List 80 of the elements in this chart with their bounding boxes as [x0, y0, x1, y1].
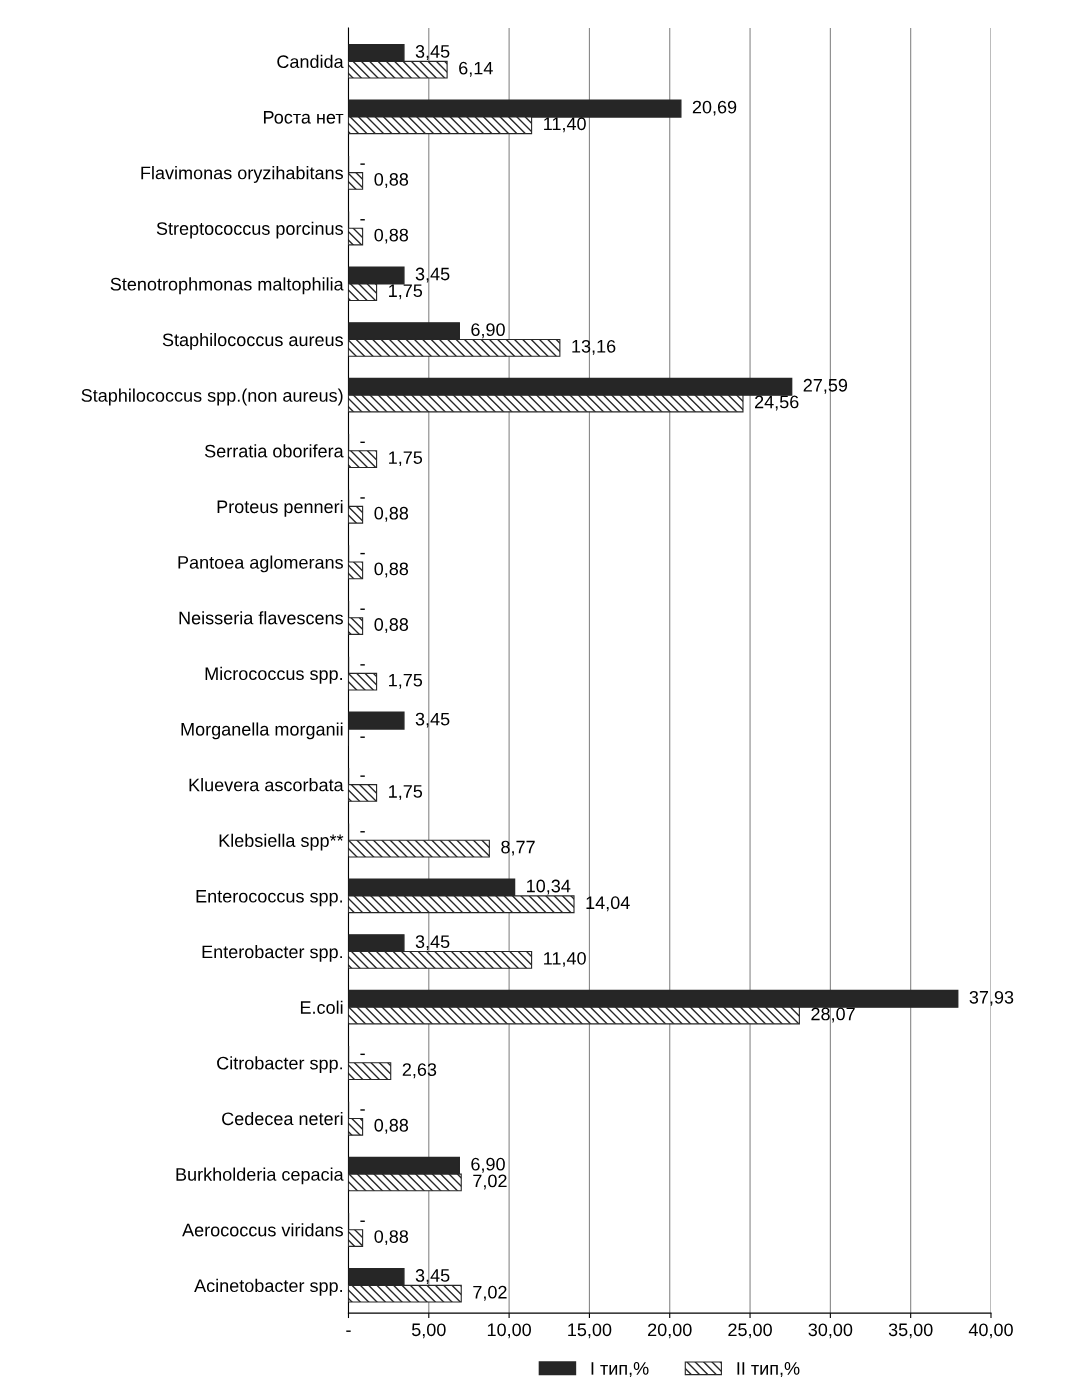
data-label: 24,56	[755, 395, 799, 411]
data-label: 0,88	[374, 562, 409, 578]
y-tick-label: E.coli	[300, 1000, 343, 1014]
data-label: 7,02	[473, 1285, 507, 1301]
y-tick-label: Proteus penneri	[217, 499, 343, 517]
y-tick-label: Kluevera ascorbata	[189, 778, 344, 792]
data-label: 8,77	[501, 840, 535, 856]
x-tick-label: -	[346, 1330, 351, 1332]
data-label: 7,02	[473, 1174, 507, 1190]
y-tick-label: Aerococcus viridans	[182, 1223, 343, 1237]
data-label: -	[360, 1109, 365, 1111]
data-label: 0,88	[374, 228, 409, 244]
data-label: -	[360, 497, 365, 499]
x-tick-label: 25,00	[728, 1323, 772, 1339]
data-label: 1,75	[389, 673, 423, 689]
data-label: 0,88	[374, 1118, 409, 1134]
data-label: 3,45	[415, 935, 450, 951]
data-label: 13,16	[572, 339, 616, 355]
data-label: 20,69	[692, 100, 737, 116]
data-label: 1,75	[389, 284, 423, 300]
y-tick-label: Neisseria flavescens	[179, 611, 343, 625]
legend-label: I тип,%	[591, 1362, 649, 1377]
y-tick-label: Streptococcus porcinus	[156, 221, 343, 239]
x-tick-label: 5,00	[411, 1323, 446, 1339]
y-tick-label: Serratia oborifera	[204, 444, 344, 458]
y-tick-label: Morganella morganii	[181, 722, 343, 740]
y-tick-label: Candida	[277, 54, 344, 69]
data-label: 11,40	[544, 117, 586, 133]
data-label: -	[360, 219, 365, 221]
x-tick-label: 35,00	[888, 1323, 933, 1339]
y-tick-label: Staphilococcus spp.(non aureus)	[81, 388, 343, 406]
data-label: 3,45	[415, 267, 450, 283]
data-label: 6,14	[459, 61, 493, 77]
data-label: 0,88	[374, 173, 409, 188]
y-tick-label: Stenotrophmonas maltophilia	[110, 277, 344, 295]
data-label: -	[360, 163, 365, 165]
data-label: -	[360, 664, 365, 666]
y-tick-label: Acinetobacter spp.	[194, 1278, 342, 1296]
data-label: 2,63	[402, 1063, 437, 1079]
data-label: 0,88	[374, 618, 409, 634]
data-label: -	[360, 1220, 365, 1222]
data-label: 14,04	[586, 896, 630, 912]
data-label: 11,40	[544, 951, 586, 967]
y-tick-label: Pantoea aglomerans	[178, 555, 343, 573]
data-label: 3,45	[415, 712, 450, 728]
y-tick-label: Роста нет	[263, 111, 344, 124]
data-label: -	[360, 831, 365, 833]
x-tick-label: 10,00	[487, 1323, 531, 1339]
data-label: 10,34	[527, 879, 571, 895]
data-label: -	[360, 608, 365, 610]
data-label: 0,88	[374, 506, 409, 522]
data-label: -	[360, 1053, 365, 1056]
x-tick-label: 20,00	[648, 1323, 692, 1339]
data-label: 6,90	[471, 323, 505, 339]
legend-label: II тип,%	[737, 1362, 800, 1377]
y-tick-label: Staphilococcus aureus	[162, 332, 343, 350]
data-label: -	[360, 775, 365, 777]
data-label: 37,93	[969, 990, 1014, 1006]
x-tick-label: 40,00	[968, 1323, 1013, 1339]
data-label: 0,88	[374, 1230, 409, 1246]
data-label: -	[360, 441, 365, 444]
y-tick-label: Micrococcus spp.	[205, 666, 342, 684]
y-tick-label: Burkholderia cepacia	[176, 1167, 344, 1185]
y-tick-label: Cedecea neteri	[222, 1111, 343, 1126]
data-label: 1,75	[389, 785, 423, 800]
y-tick-label: Flavimonas oryzihabitans	[141, 166, 343, 183]
y-tick-label: Enterococcus spp.	[196, 890, 342, 907]
x-tick-label: 30,00	[808, 1323, 853, 1339]
data-label: 1,75	[389, 451, 423, 467]
data-label: 6,90	[471, 1157, 505, 1173]
data-label: 27,59	[803, 378, 848, 394]
data-label: 3,45	[415, 1269, 450, 1284]
data-label: -	[360, 736, 365, 738]
data-label: 3,45	[415, 45, 450, 60]
y-tick-label: Klebsiella spp**	[219, 833, 344, 851]
x-tick-label: 15,00	[568, 1323, 612, 1339]
y-tick-label: Enterobacter spp.	[202, 944, 342, 962]
data-label: -	[360, 552, 365, 555]
y-tick-label: Citrobacter spp.	[217, 1056, 342, 1074]
data-label: 28,07	[811, 1007, 855, 1023]
